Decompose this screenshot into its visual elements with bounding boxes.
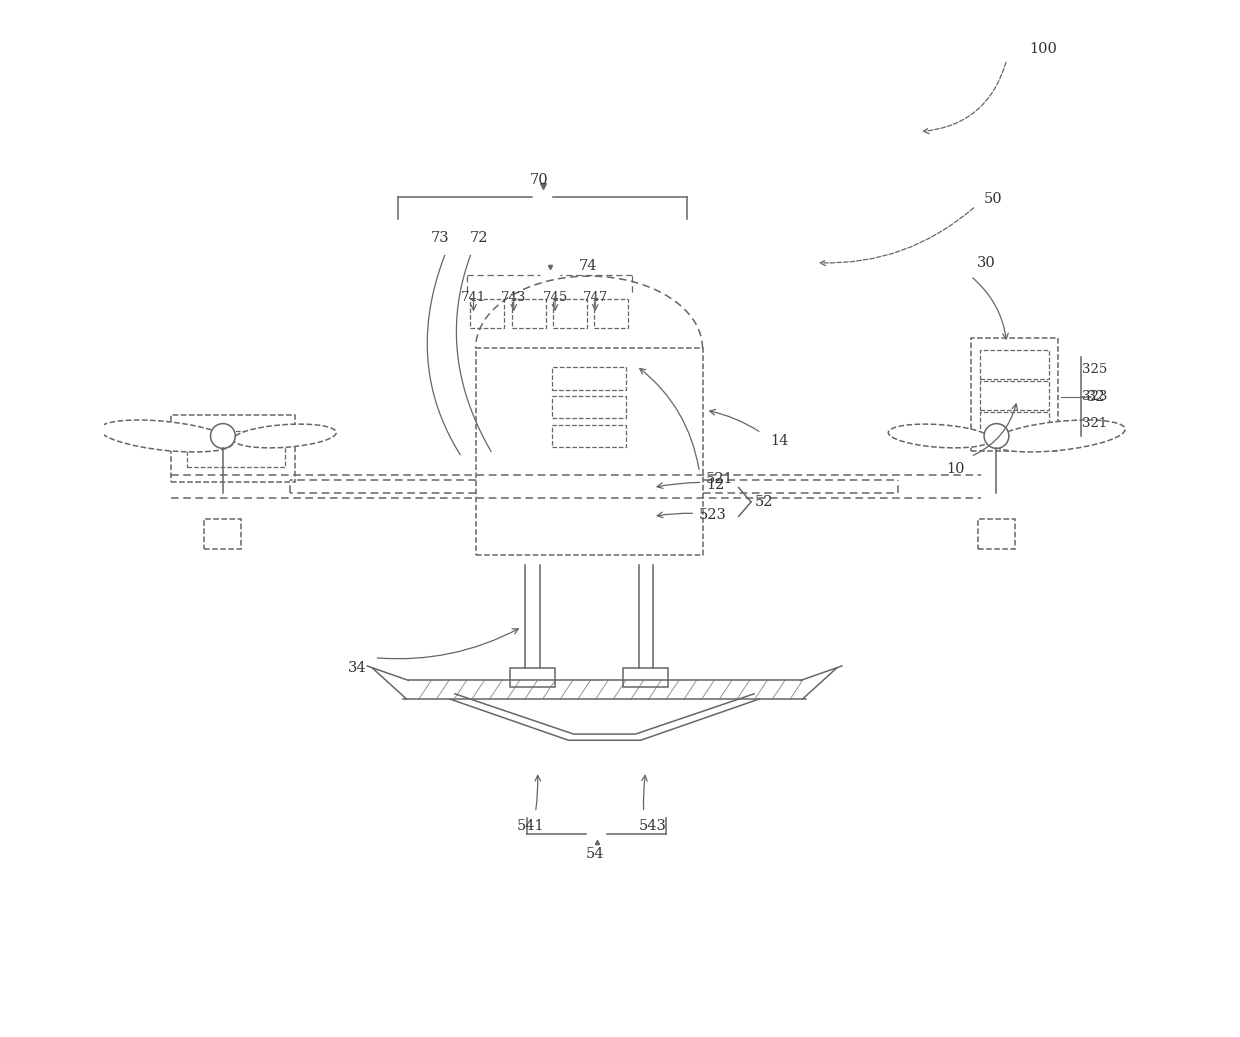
- Bar: [594, 299, 629, 328]
- Text: 747: 747: [583, 291, 608, 304]
- Ellipse shape: [99, 420, 233, 452]
- Circle shape: [211, 423, 236, 448]
- Text: 521: 521: [707, 472, 734, 486]
- Bar: [205, 518, 242, 550]
- Bar: [980, 413, 1049, 441]
- Bar: [980, 351, 1049, 380]
- Text: 741: 741: [461, 291, 486, 304]
- Text: 541: 541: [516, 819, 544, 833]
- Bar: [512, 299, 546, 328]
- Bar: [470, 299, 505, 328]
- Bar: [552, 396, 626, 419]
- Bar: [980, 382, 1049, 411]
- Text: 54: 54: [587, 847, 604, 861]
- Text: 523: 523: [699, 508, 727, 523]
- Bar: [510, 668, 556, 686]
- Text: 743: 743: [501, 291, 527, 304]
- Text: 32: 32: [1087, 390, 1106, 403]
- Text: 12: 12: [707, 478, 725, 493]
- Bar: [171, 416, 295, 482]
- Text: 321: 321: [1081, 417, 1107, 430]
- Bar: [622, 668, 668, 686]
- Bar: [552, 424, 626, 447]
- Bar: [553, 299, 587, 328]
- Text: 52: 52: [755, 495, 774, 509]
- Circle shape: [985, 423, 1009, 448]
- Ellipse shape: [233, 424, 336, 448]
- Bar: [187, 430, 285, 467]
- Text: 14: 14: [771, 435, 789, 448]
- Ellipse shape: [888, 424, 991, 448]
- Bar: [476, 348, 703, 555]
- Bar: [978, 518, 1016, 550]
- Text: 543: 543: [639, 819, 667, 833]
- Text: 323: 323: [1081, 390, 1107, 403]
- Text: 10: 10: [946, 463, 965, 476]
- Text: 30: 30: [977, 256, 996, 270]
- Text: 325: 325: [1081, 364, 1107, 376]
- Text: 70: 70: [531, 173, 549, 188]
- Bar: [552, 367, 626, 390]
- Text: 50: 50: [985, 192, 1003, 205]
- Text: 73: 73: [432, 231, 450, 245]
- Text: 72: 72: [470, 231, 489, 245]
- Text: 100: 100: [1029, 43, 1056, 56]
- Ellipse shape: [992, 420, 1125, 452]
- Text: 74: 74: [579, 259, 598, 273]
- Text: 745: 745: [542, 291, 568, 304]
- Bar: [971, 338, 1059, 451]
- Text: 34: 34: [347, 661, 366, 675]
